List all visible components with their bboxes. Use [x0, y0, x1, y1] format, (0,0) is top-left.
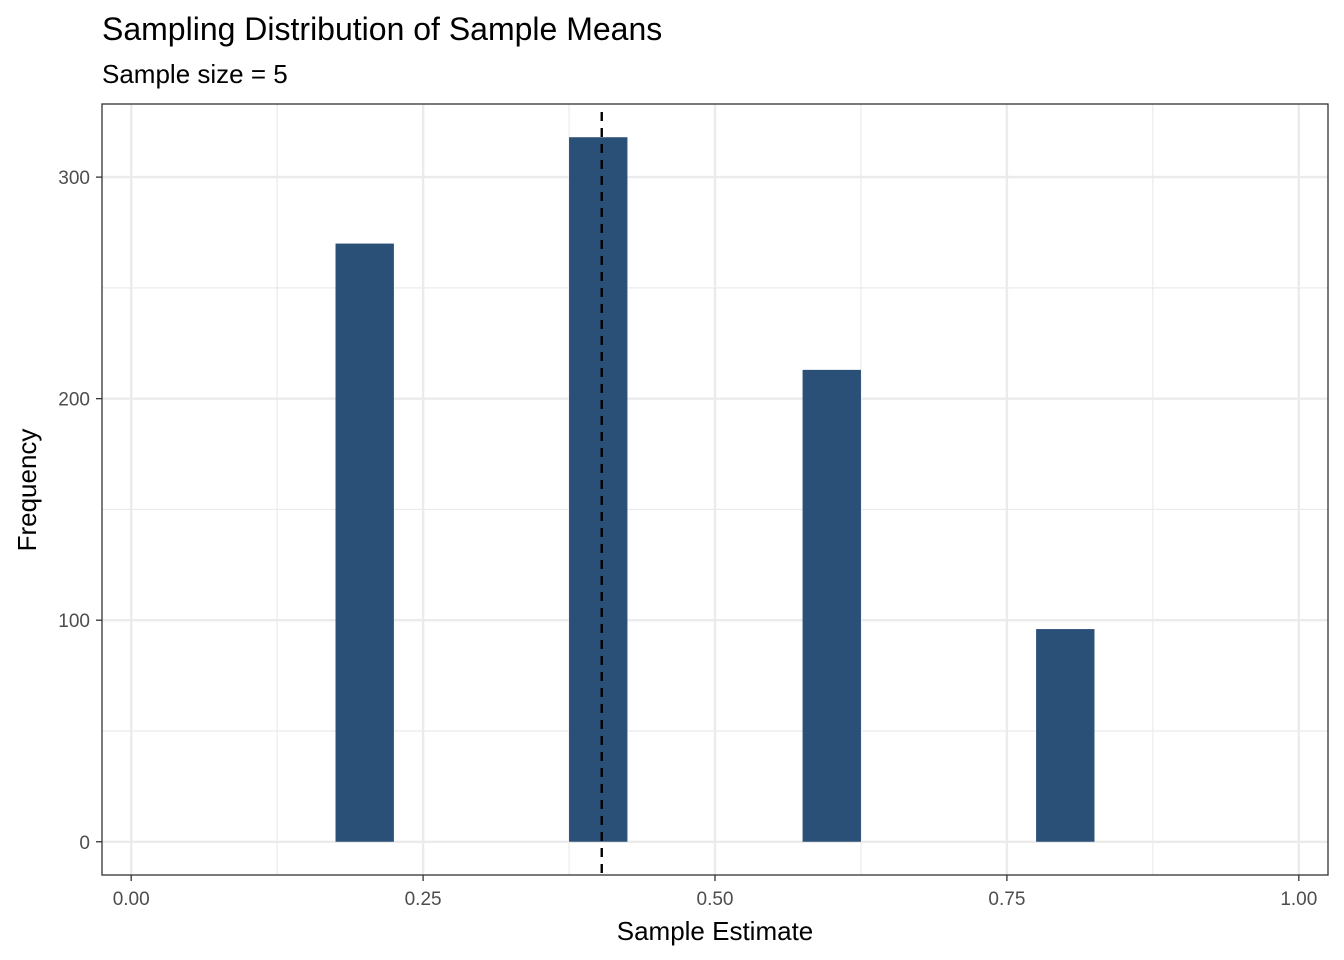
histogram-bar	[802, 369, 861, 842]
chart-subtitle: Sample size = 5	[102, 59, 288, 89]
axes: 0.00 0.25 0.50 0.75 1.00 0 100 200 300	[58, 168, 1317, 910]
x-tick-label: 0.75	[988, 889, 1025, 910]
x-tick-label: 0.50	[697, 889, 734, 910]
grid-lines	[102, 104, 1328, 875]
y-tick-label: 0	[79, 833, 90, 854]
bars	[335, 137, 1095, 842]
x-tick-label: 0.00	[113, 889, 150, 910]
x-axis-title: Sample Estimate	[617, 916, 814, 946]
y-axis-title: Frequency	[12, 429, 42, 552]
histogram-bar	[569, 137, 628, 842]
y-tick-label: 300	[58, 168, 90, 189]
histogram-bar	[335, 243, 394, 842]
histogram-bar	[1036, 629, 1095, 842]
y-tick-label: 100	[58, 611, 90, 632]
y-tick-label: 200	[58, 390, 90, 411]
chart-title: Sampling Distribution of Sample Means	[102, 11, 662, 47]
x-tick-label: 1.00	[1280, 889, 1317, 910]
x-tick-label: 0.25	[405, 889, 442, 910]
